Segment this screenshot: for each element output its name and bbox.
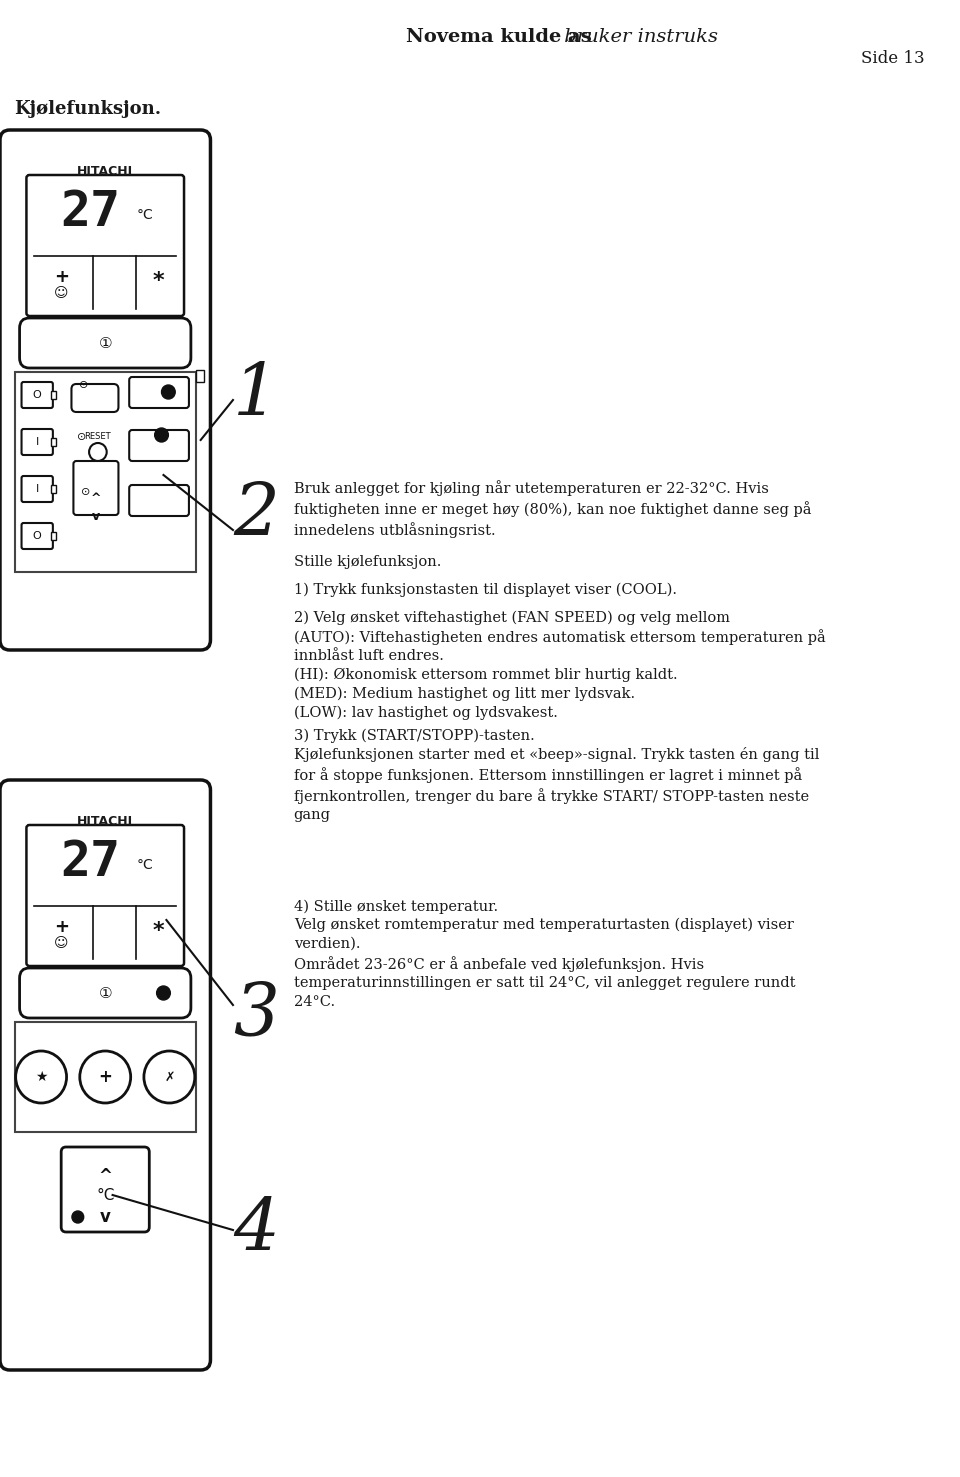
Text: 3) Trykk (START/STOPP)-tasten.: 3) Trykk (START/STOPP)-tasten. [294, 730, 535, 743]
FancyBboxPatch shape [27, 826, 184, 966]
FancyBboxPatch shape [73, 461, 118, 515]
Text: ⊙: ⊙ [80, 380, 89, 390]
Text: 4) Stille ønsket temperatur.: 4) Stille ønsket temperatur. [294, 899, 498, 914]
Text: ①: ① [99, 985, 112, 1000]
Text: 27: 27 [60, 188, 121, 236]
Text: Bruk anlegget for kjøling når utetemperaturen er 22-32°C. Hvis
fuktigheten inne : Bruk anlegget for kjøling når utetempera… [294, 480, 811, 538]
FancyBboxPatch shape [14, 1022, 196, 1131]
FancyBboxPatch shape [61, 1148, 150, 1232]
Circle shape [156, 987, 170, 1000]
Text: ☺: ☺ [54, 936, 68, 950]
Text: bruker instruks: bruker instruks [558, 28, 718, 46]
Text: ☺: ☺ [54, 287, 68, 300]
Text: v: v [92, 510, 100, 523]
Text: O: O [33, 532, 41, 541]
Text: 4: 4 [233, 1195, 279, 1266]
FancyBboxPatch shape [0, 780, 210, 1371]
Circle shape [161, 385, 176, 399]
Text: HITACHI: HITACHI [77, 165, 133, 179]
Circle shape [15, 1052, 66, 1103]
Text: 27: 27 [60, 837, 121, 886]
FancyBboxPatch shape [0, 130, 210, 650]
Text: Novema kulde as: Novema kulde as [406, 28, 592, 46]
Text: *: * [153, 922, 164, 941]
Text: Kjølefunksjon.: Kjølefunksjon. [13, 100, 161, 118]
Text: RESET: RESET [84, 431, 111, 442]
FancyBboxPatch shape [196, 371, 204, 383]
Text: ^: ^ [98, 1167, 112, 1185]
Text: 2: 2 [233, 480, 279, 551]
FancyBboxPatch shape [51, 391, 56, 399]
Text: 1) Trykk funksjonstasten til displayet viser (COOL).: 1) Trykk funksjonstasten til displayet v… [294, 583, 677, 597]
Text: (AUTO): Viftehastigheten endres automatisk ettersom temperaturen på
innblåst luf: (AUTO): Viftehastigheten endres automati… [294, 629, 826, 721]
Text: ^: ^ [90, 492, 101, 505]
Text: ⊙: ⊙ [82, 487, 90, 496]
Text: I: I [36, 437, 38, 448]
Circle shape [144, 1052, 195, 1103]
Text: Stille kjølefunksjon.: Stille kjølefunksjon. [294, 555, 441, 569]
Text: *: * [153, 270, 164, 291]
FancyBboxPatch shape [14, 372, 196, 572]
FancyBboxPatch shape [21, 428, 53, 455]
Text: 3: 3 [233, 981, 279, 1050]
Text: HITACHI: HITACHI [77, 815, 133, 829]
FancyBboxPatch shape [71, 384, 118, 412]
FancyBboxPatch shape [51, 484, 56, 493]
Text: Kjølefunksjonen starter med et «beep»-signal. Trykk tasten én gang til
for å sto: Kjølefunksjonen starter med et «beep»-si… [294, 747, 819, 823]
FancyBboxPatch shape [130, 430, 189, 461]
Text: ★: ★ [35, 1069, 47, 1084]
FancyBboxPatch shape [21, 476, 53, 502]
Text: °C: °C [96, 1188, 114, 1202]
FancyBboxPatch shape [21, 383, 53, 408]
Circle shape [80, 1052, 131, 1103]
FancyBboxPatch shape [21, 523, 53, 549]
Text: °C: °C [136, 858, 154, 871]
Text: Velg ønsket romtemperatur med temperaturtasten (displayet) viser
verdien).
Områd: Velg ønsket romtemperatur med temperatur… [294, 919, 795, 1009]
FancyBboxPatch shape [51, 439, 56, 446]
Text: +: + [98, 1068, 112, 1086]
FancyBboxPatch shape [19, 318, 191, 368]
Circle shape [72, 1211, 84, 1223]
Text: +: + [54, 267, 69, 287]
Text: 2) Velg ønsket viftehastighet (FAN SPEED) og velg mellom: 2) Velg ønsket viftehastighet (FAN SPEED… [294, 611, 730, 625]
Circle shape [155, 428, 168, 442]
Text: v: v [100, 1208, 110, 1226]
Text: °C: °C [136, 208, 154, 222]
Text: Side 13: Side 13 [861, 50, 925, 66]
Text: +: + [54, 919, 69, 936]
FancyBboxPatch shape [130, 484, 189, 515]
Text: ⊙: ⊙ [77, 431, 86, 442]
FancyBboxPatch shape [51, 532, 56, 541]
Text: I: I [36, 484, 38, 493]
FancyBboxPatch shape [27, 174, 184, 316]
FancyBboxPatch shape [130, 377, 189, 408]
Circle shape [89, 443, 107, 461]
FancyBboxPatch shape [19, 967, 191, 1018]
Text: ①: ① [99, 335, 112, 350]
Text: O: O [33, 390, 41, 400]
Text: ✗: ✗ [164, 1071, 175, 1084]
Text: 1: 1 [233, 360, 279, 430]
